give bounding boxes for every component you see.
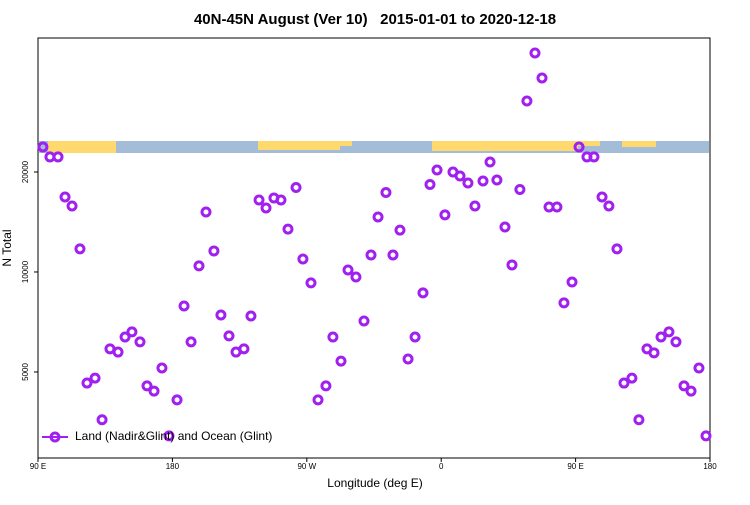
point: [320, 380, 332, 392]
point: [290, 182, 302, 194]
point: [462, 177, 474, 189]
y-tick-label: 20000: [21, 160, 30, 183]
point: [618, 377, 630, 389]
point: [126, 326, 138, 338]
x-tick-label: 180: [166, 462, 180, 471]
point: [566, 276, 578, 288]
point: [350, 271, 362, 283]
point: [558, 297, 570, 309]
point: [514, 184, 526, 196]
point: [491, 174, 503, 186]
point: [253, 194, 265, 206]
point: [185, 336, 197, 348]
point: [89, 372, 101, 384]
point: [663, 326, 675, 338]
point: [282, 223, 294, 235]
point: [499, 221, 511, 233]
point: [529, 47, 541, 59]
point: [342, 264, 354, 276]
x-tick-label: 0: [439, 462, 444, 471]
point: [96, 414, 108, 426]
chart-title: 40N-45N August (Ver 10) 2015-01-01 to 20…: [194, 11, 556, 28]
point: [178, 300, 190, 312]
x-tick-label: 90 W: [297, 462, 316, 471]
y-tick-label: 10000: [21, 260, 30, 283]
point: [66, 200, 78, 212]
point: [685, 385, 697, 397]
point: [156, 362, 168, 374]
point: [148, 385, 160, 397]
point: [678, 380, 690, 392]
point: [521, 95, 533, 107]
point: [37, 141, 49, 153]
point: [163, 430, 175, 442]
point: [275, 194, 287, 206]
point: [260, 202, 272, 214]
point: [305, 277, 317, 289]
x-tick-label: 90 E: [30, 462, 46, 471]
point: [633, 414, 645, 426]
point: [573, 141, 585, 153]
point: [200, 206, 212, 218]
point: [454, 170, 466, 182]
point: [223, 330, 235, 342]
legend-label: Land (Nadir&Glint) and Ocean (Glint): [75, 429, 272, 443]
point: [372, 211, 384, 223]
point: [215, 309, 227, 321]
point: [134, 336, 146, 348]
point: [655, 331, 667, 343]
point: [596, 191, 608, 203]
point: [551, 201, 563, 213]
x-tick-label: 180: [703, 462, 717, 471]
point: [469, 200, 481, 212]
point: [297, 253, 309, 265]
point: [245, 310, 257, 322]
point: [81, 377, 93, 389]
point: [119, 331, 131, 343]
point: [477, 175, 489, 187]
point: [439, 209, 451, 221]
point: [588, 151, 600, 163]
point: [193, 260, 205, 272]
point: [603, 200, 615, 212]
point: [626, 372, 638, 384]
point: [409, 331, 421, 343]
point: [171, 394, 183, 406]
x-tick-label: 90 E: [567, 462, 583, 471]
point: [52, 151, 64, 163]
point: [536, 72, 548, 84]
point: [387, 249, 399, 261]
point: [431, 164, 443, 176]
point: [648, 347, 660, 359]
map-strip: [39, 141, 709, 153]
point: [335, 355, 347, 367]
point: [112, 346, 124, 358]
point: [208, 245, 220, 257]
point: [365, 249, 377, 261]
point: [74, 243, 86, 255]
point: [141, 380, 153, 392]
point: [506, 259, 518, 271]
point: [402, 353, 414, 365]
point: [312, 394, 324, 406]
point: [327, 331, 339, 343]
y-tick-label: 5000: [21, 363, 30, 381]
point: [424, 178, 436, 190]
point: [611, 243, 623, 255]
point: [380, 186, 392, 198]
point: [670, 336, 682, 348]
legend-marker: [49, 431, 61, 443]
point: [484, 156, 496, 168]
plot-frame: [37, 37, 711, 459]
point: [394, 224, 406, 236]
point: [59, 191, 71, 203]
x-axis-label: Longitude (deg E): [327, 476, 422, 490]
y-axis-label: N Total: [0, 229, 14, 266]
point: [417, 287, 429, 299]
point: [693, 362, 705, 374]
point: [358, 315, 370, 327]
point: [238, 343, 250, 355]
point: [700, 430, 712, 442]
